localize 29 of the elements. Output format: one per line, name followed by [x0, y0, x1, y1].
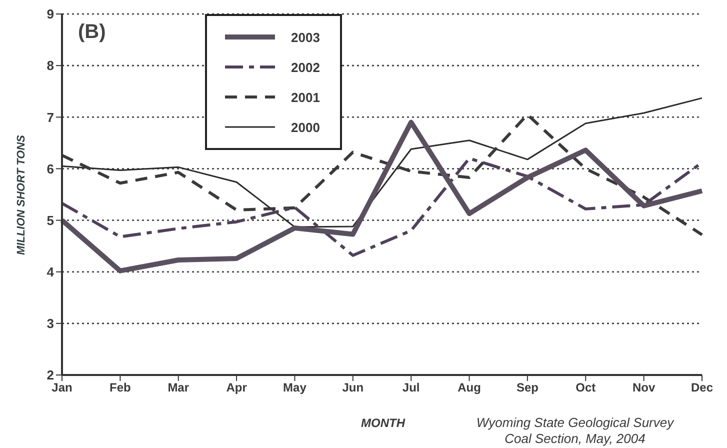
y-tick-label: 6 — [46, 161, 54, 176]
x-tick-label: Sep — [516, 380, 538, 395]
y-tick-label: 5 — [46, 212, 54, 228]
x-tick-label: Jun — [342, 380, 364, 395]
y-tick-label: 4 — [46, 264, 55, 280]
x-tick-label: Jul — [402, 380, 420, 395]
x-tick-label: Apr — [226, 380, 248, 395]
y-tick-label: 7 — [46, 110, 54, 125]
y-tick-label: 3 — [46, 316, 54, 332]
x-tick-label: Jan — [52, 380, 72, 395]
legend-label: 2003 — [291, 30, 320, 44]
x-tick-label: May — [283, 380, 307, 395]
text: Wyoming State Geological Survey — [476, 415, 674, 430]
x-tick-label: Oct — [576, 380, 596, 395]
text: Coal Section, May, 2004 — [504, 431, 646, 446]
chart-title: (B) — [78, 21, 106, 43]
y-tick-label: 8 — [46, 58, 54, 74]
x-tick-label: Mar — [168, 380, 190, 395]
x-tick-label: Nov — [632, 380, 656, 395]
y-tick-label: 2 — [46, 368, 54, 383]
x-tick-label: Dec — [690, 380, 714, 395]
x-axis-title: MONTH — [361, 416, 405, 430]
legend-label: 2000 — [291, 120, 320, 134]
y-tick-label: 9 — [46, 6, 54, 22]
x-tick-label: Aug — [458, 380, 481, 395]
legend-label: 2001 — [291, 90, 320, 104]
y-axis-title: MILLION SHORT TONS — [16, 134, 28, 254]
legend-label: 2002 — [291, 60, 320, 74]
x-tick-label: Feb — [110, 380, 131, 395]
